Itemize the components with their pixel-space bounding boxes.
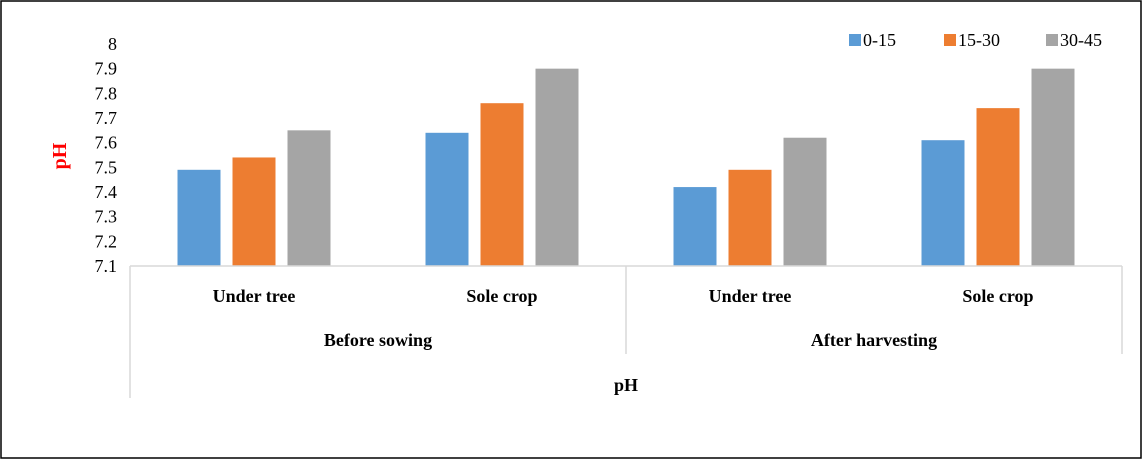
bar bbox=[921, 140, 965, 266]
x-tick-label: Sole crop bbox=[962, 286, 1033, 306]
bar bbox=[976, 108, 1020, 266]
bar bbox=[287, 130, 331, 266]
y-tick-label: 7.5 bbox=[95, 157, 118, 177]
legend-swatch bbox=[849, 34, 861, 46]
bar bbox=[673, 187, 717, 266]
bar bbox=[480, 103, 524, 266]
y-axis-ticks: 7.1 7.2 7.3 7.4 7.5 7.6 7.7 7.8 7.9 8 bbox=[95, 34, 118, 276]
y-tick-label: 7.8 bbox=[95, 83, 118, 103]
x-tick-label: Under tree bbox=[213, 286, 296, 306]
y-tick-label: 7.1 bbox=[95, 256, 118, 276]
x-group-label: After harvesting bbox=[811, 330, 937, 350]
x-axis-title: pH bbox=[614, 375, 638, 395]
bar bbox=[535, 68, 579, 267]
legend-swatch bbox=[944, 34, 956, 46]
bar bbox=[425, 132, 469, 266]
y-tick-label: 7.6 bbox=[95, 133, 118, 153]
y-tick-label: 8 bbox=[108, 34, 117, 54]
x-tick-label: Under tree bbox=[709, 286, 792, 306]
bar bbox=[728, 169, 772, 266]
bar bbox=[1031, 68, 1075, 267]
legend: 0-15 15-30 30-45 bbox=[849, 30, 1102, 50]
legend-swatch bbox=[1046, 34, 1058, 46]
x-axis: Under tree Sole crop Under tree Sole crop Be… bbox=[129, 265, 1123, 398]
y-tick-label: 7.3 bbox=[95, 207, 118, 227]
bar bbox=[232, 157, 276, 266]
legend-label: 15-30 bbox=[958, 30, 1000, 50]
y-tick-label: 7.7 bbox=[95, 108, 118, 128]
bars bbox=[177, 68, 1075, 267]
x-group-label: Before sowing bbox=[324, 330, 432, 350]
legend-label: 30-45 bbox=[1060, 30, 1102, 50]
bar bbox=[177, 169, 221, 266]
legend-label: 0-15 bbox=[863, 30, 896, 50]
bar bbox=[783, 137, 827, 266]
x-tick-label: Sole crop bbox=[466, 286, 537, 306]
y-tick-label: 7.2 bbox=[95, 231, 118, 251]
y-tick-label: 7.9 bbox=[95, 59, 118, 79]
y-tick-label: 7.4 bbox=[95, 182, 118, 202]
y-axis-title: pH bbox=[49, 142, 71, 169]
